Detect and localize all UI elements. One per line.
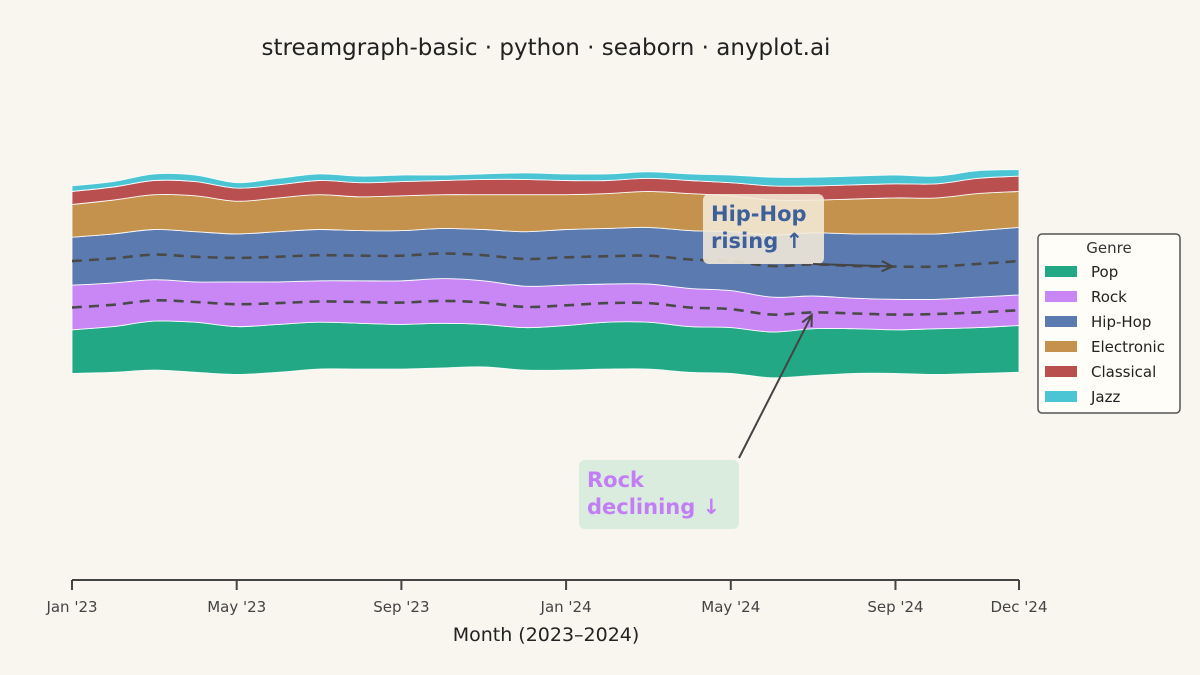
legend-label-hip-hop: Hip-Hop bbox=[1091, 313, 1151, 331]
legend-swatch-classical bbox=[1045, 366, 1077, 377]
legend-swatch-pop bbox=[1045, 266, 1077, 277]
annotation-text: Hip-Hop bbox=[711, 202, 807, 226]
legend-swatch-rock bbox=[1045, 291, 1077, 302]
x-tick-label: May '24 bbox=[701, 598, 760, 616]
legend-swatch-electronic bbox=[1045, 341, 1077, 352]
trend-line-rock bbox=[71, 299, 1020, 316]
annotation-text: declining ↓ bbox=[587, 495, 720, 519]
legend-label-classical: Classical bbox=[1091, 363, 1156, 381]
chart-title: streamgraph-basic · python · seaborn · a… bbox=[262, 35, 831, 61]
annotation-arrowhead bbox=[881, 260, 895, 273]
x-axis-label: Month (2023–2024) bbox=[453, 624, 640, 646]
legend-label-rock: Rock bbox=[1091, 288, 1127, 306]
annotation-arrow bbox=[812, 263, 893, 268]
legend: Genre Pop Rock Hip-Hop Electronic Classical Ja… bbox=[1037, 233, 1181, 414]
annotation-hip-hop: Hip-Hop rising ↑ bbox=[703, 194, 895, 273]
annotation-text: Rock bbox=[587, 468, 645, 492]
annotations: Hip-Hop rising ↑ Rock declining ↓ bbox=[579, 194, 895, 529]
x-tick-label: Sep '24 bbox=[867, 598, 923, 616]
x-tick-label: Dec '24 bbox=[990, 598, 1047, 616]
annotation-rock: Rock declining ↓ bbox=[579, 313, 813, 529]
legend-label-pop: Pop bbox=[1091, 263, 1118, 281]
annotation-box bbox=[579, 460, 739, 529]
x-tick-label: Jan '24 bbox=[540, 598, 592, 616]
annotation-arrow bbox=[738, 314, 813, 459]
annotation-arrowhead bbox=[801, 313, 813, 328]
legend-label-electronic: Electronic bbox=[1091, 338, 1165, 356]
stream-jazz bbox=[71, 169, 1020, 192]
x-tick-label: Sep '23 bbox=[373, 598, 429, 616]
x-tick-label: May '23 bbox=[207, 598, 266, 616]
x-axis: Jan '23 May '23 Sep '23 Jan '24 May '24 Sep '… bbox=[45, 579, 1048, 616]
annotation-box bbox=[703, 194, 824, 264]
legend-swatch-jazz bbox=[1045, 391, 1077, 402]
annotation-text: rising ↑ bbox=[711, 229, 803, 253]
x-tick-label: Jan '23 bbox=[45, 598, 97, 616]
legend-swatch-hip-hop bbox=[1045, 316, 1077, 327]
stream-layers bbox=[71, 169, 1020, 379]
legend-title: Genre bbox=[1086, 239, 1131, 257]
legend-label-jazz: Jazz bbox=[1090, 388, 1120, 406]
